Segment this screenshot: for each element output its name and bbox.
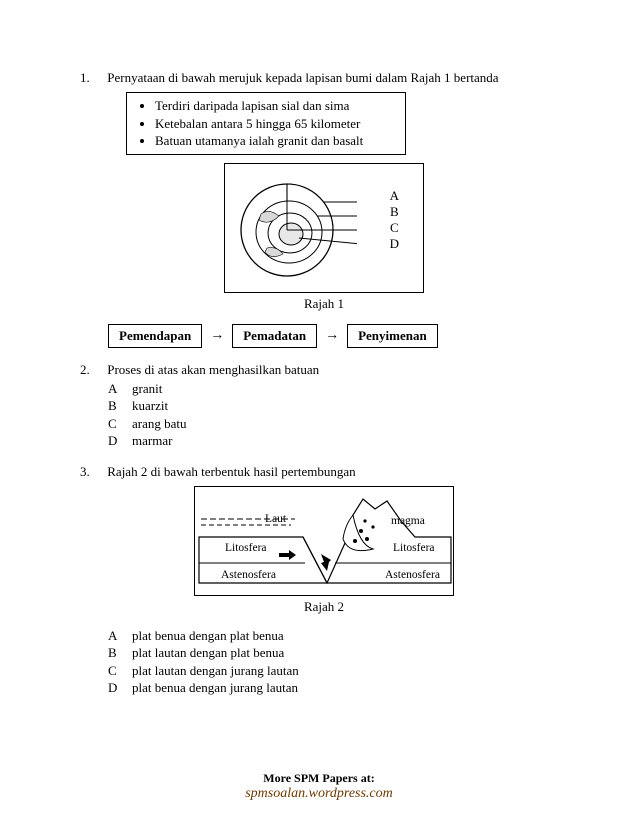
q3-option: Cplat lautan dengan jurang lautan (108, 662, 568, 680)
process-flow: Pemendapan → Pemadatan → Penyimenan (108, 324, 568, 348)
layer-D: D (390, 236, 399, 252)
q2-stem: Proses di atas akan menghasilkan batuan (107, 362, 565, 378)
q1-bullet-box: Terdiri daripada lapisan sial dan sima K… (126, 92, 406, 155)
q3-option: Aplat benua dengan plat benua (108, 627, 568, 645)
rajah1-caption: Rajah 1 (80, 296, 568, 312)
q2-options: Agranit Bkuarzit Carang batu Dmarmar (108, 380, 568, 450)
process-box-3: Penyimenan (347, 324, 438, 348)
q1-number: 1. (80, 70, 104, 86)
q2-option: Bkuarzit (108, 397, 568, 415)
question-1: 1. Pernyataan di bawah merujuk kepada la… (80, 70, 568, 348)
process-box-1: Pemendapan (108, 324, 202, 348)
rajah2-caption: Rajah 2 (80, 599, 568, 615)
question-3: 3. Rajah 2 di bawah terbentuk hasil pert… (80, 464, 568, 697)
arrow-icon: → (323, 328, 341, 344)
arrow-icon: → (208, 328, 226, 344)
q2-number: 2. (80, 362, 104, 378)
process-box-2: Pemadatan (232, 324, 317, 348)
layer-A: A (390, 188, 399, 204)
q1-stem: Pernyataan di bawah merujuk kepada lapis… (107, 70, 565, 86)
q1-bullet: Batuan utamanya ialah granit dan basalt (155, 132, 395, 150)
earth-diagram: A B C D (224, 163, 424, 293)
layer-B: B (390, 204, 399, 220)
footer-line1: More SPM Papers at: (0, 771, 638, 786)
q1-bullet: Terdiri daripada lapisan sial dan sima (155, 97, 395, 115)
label-litosfera-left: Litosfera (225, 542, 267, 554)
label-astenosfera-left: Astenosfera (221, 569, 276, 581)
question-2: 2. Proses di atas akan menghasilkan batu… (80, 362, 568, 450)
label-astenosfera-right: Astenosfera (385, 569, 440, 581)
page-footer: More SPM Papers at: spmsoalan.wordpress.… (0, 771, 638, 802)
q3-number: 3. (80, 464, 104, 480)
q3-option: Dplat benua dengan jurang lautan (108, 679, 568, 697)
label-magma: magma (391, 515, 425, 527)
q3-option: Bplat lautan dengan plat benua (108, 644, 568, 662)
q2-option: Dmarmar (108, 432, 568, 450)
earth-svg (237, 178, 357, 282)
label-laut: Laut (265, 513, 286, 525)
q3-stem: Rajah 2 di bawah terbentuk hasil pertemb… (107, 464, 565, 480)
q2-option: Carang batu (108, 415, 568, 433)
tectonic-diagram: Laut magma Litosfera Litosfera Astenosfe… (194, 486, 454, 596)
figure-rajah1: A B C D Rajah 1 (80, 163, 568, 312)
q3-options: Aplat benua dengan plat benua Bplat laut… (108, 627, 568, 697)
figure-rajah2: Laut magma Litosfera Litosfera Astenosfe… (80, 486, 568, 615)
label-litosfera-right: Litosfera (393, 542, 435, 554)
q2-option: Agranit (108, 380, 568, 398)
layer-C: C (390, 220, 399, 236)
footer-link[interactable]: spmsoalan.wordpress.com (0, 786, 638, 802)
earth-layer-labels: A B C D (390, 188, 399, 253)
q1-bullet: Ketebalan antara 5 hingga 65 kilometer (155, 115, 395, 133)
